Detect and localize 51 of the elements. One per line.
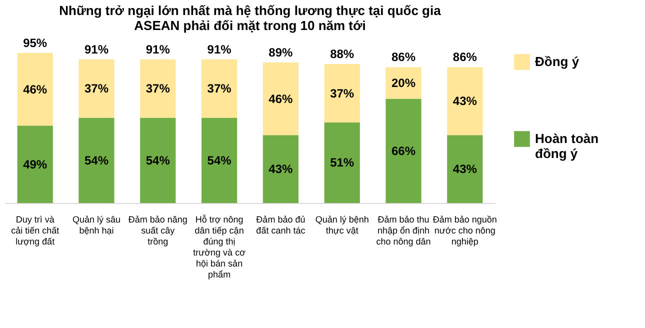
x-tick-label: Quản lý sâu bệnh hại bbox=[72, 214, 121, 236]
x-tick-label: Đảm bảo thu nhập ổn định cho nông dân bbox=[376, 214, 431, 246]
bar bbox=[140, 59, 176, 118]
total-label: 91% bbox=[207, 42, 232, 56]
data-label: 43% bbox=[268, 162, 294, 176]
data-label: 54% bbox=[146, 153, 170, 168]
legend-label: Hoàn toàn đồng ý bbox=[535, 131, 599, 161]
data-label: 37% bbox=[207, 82, 232, 96]
bar bbox=[262, 62, 299, 136]
total-label: 91% bbox=[146, 42, 170, 56]
bar bbox=[447, 135, 483, 203]
data-label: 43% bbox=[452, 94, 478, 108]
total-label: 86% bbox=[452, 50, 478, 64]
total-label: 91% bbox=[84, 42, 109, 56]
x-tick-label: Hỗ trợ nông dân tiếp cận đúng thị trường và cơ hội bán sản phẩm bbox=[193, 214, 246, 280]
bar bbox=[201, 59, 238, 118]
x-tick-label: Đảm bảo đủ đất canh tác bbox=[256, 214, 306, 236]
x-tick-label: Duy trì và cải tiến chất lượng đất bbox=[11, 214, 60, 246]
data-label: 43% bbox=[452, 162, 478, 176]
bar bbox=[17, 53, 53, 126]
bar bbox=[386, 67, 422, 99]
total-label: 95% bbox=[23, 36, 48, 50]
bar bbox=[324, 122, 360, 203]
data-label: 37% bbox=[146, 82, 170, 96]
data-label: 49% bbox=[23, 157, 48, 172]
x-tick-label: Quản lý bệnh thực vật bbox=[315, 214, 369, 236]
data-label: 54% bbox=[84, 153, 109, 168]
total-label: 89% bbox=[268, 45, 294, 60]
total-label: 86% bbox=[391, 50, 416, 64]
bar bbox=[447, 67, 483, 136]
bar bbox=[78, 118, 114, 203]
bar bbox=[386, 98, 422, 203]
chart-title: Những trở ngại lớn nhất mà hệ thống lương thực tại quốc gia ASEAN phải đối mặt trong 10 năm tới bbox=[59, 3, 442, 33]
data-label: 66% bbox=[391, 144, 416, 158]
data-label: 37% bbox=[84, 82, 109, 96]
data-label: 54% bbox=[207, 153, 232, 168]
data-label: 20% bbox=[391, 76, 416, 90]
data-label: 46% bbox=[23, 82, 48, 96]
bar bbox=[78, 59, 114, 118]
bar bbox=[324, 64, 360, 122]
bar bbox=[201, 118, 238, 203]
x-tick-label: Đảm bảo nguồn nước cho nông nghiệp bbox=[432, 214, 497, 246]
data-label: 51% bbox=[330, 156, 354, 170]
data-label: 46% bbox=[268, 92, 294, 106]
x-tick-label: Đảm bảo năng suất cây trồng bbox=[128, 214, 188, 246]
data-label: 37% bbox=[330, 86, 354, 100]
bar bbox=[17, 126, 53, 203]
legend-label: Đồng ý bbox=[535, 54, 580, 69]
bar bbox=[140, 118, 176, 203]
total-label: 88% bbox=[330, 47, 354, 62]
bar bbox=[262, 135, 299, 203]
